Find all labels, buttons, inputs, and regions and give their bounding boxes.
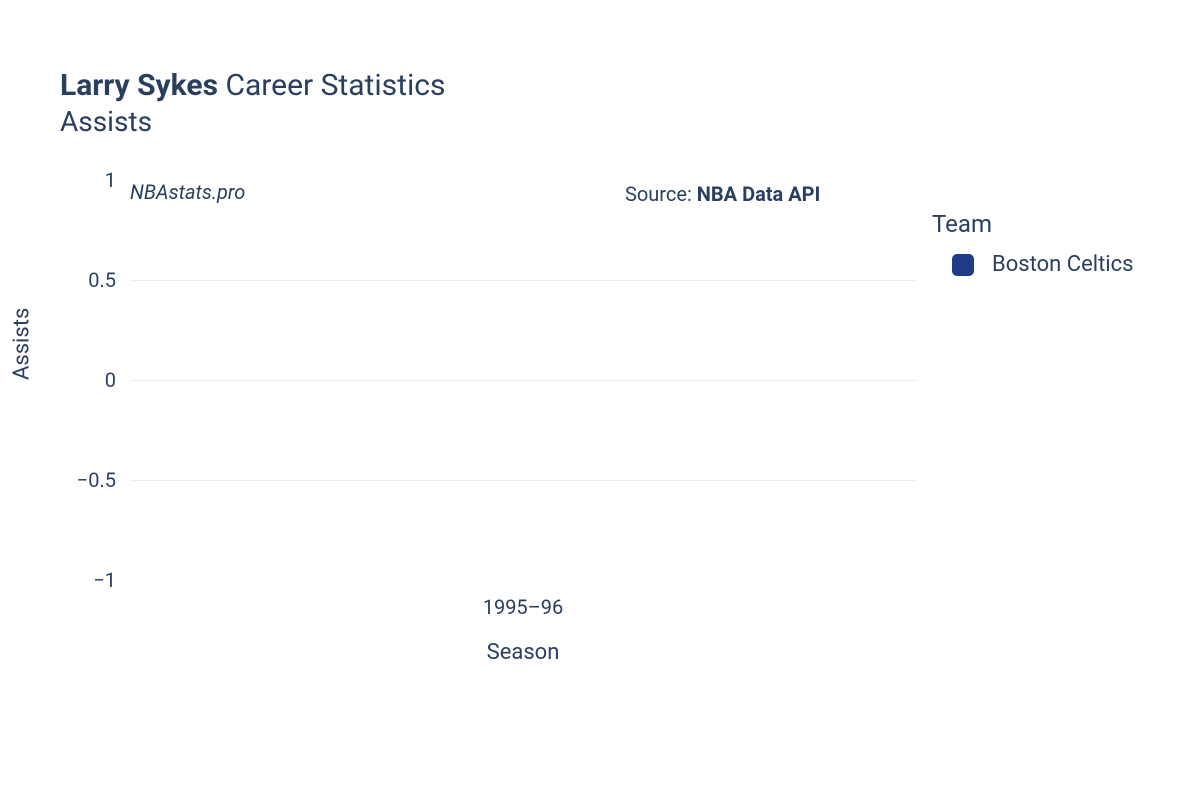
gridline xyxy=(130,280,916,281)
x-tick-label: 1995–96 xyxy=(483,595,564,619)
chart-title: Larry Sykes Career Statistics xyxy=(60,68,445,104)
y-tick-label: 1 xyxy=(56,168,116,192)
legend-label: Boston Celtics xyxy=(992,252,1134,277)
gridline xyxy=(130,380,916,381)
legend-swatch-icon xyxy=(952,254,974,276)
legend-title: Team xyxy=(932,210,1134,238)
gridline xyxy=(130,480,916,481)
y-tick-label: −0.5 xyxy=(56,468,116,492)
legend: Team Boston Celtics xyxy=(932,210,1134,277)
title-suffix: Career Statistics xyxy=(218,68,445,103)
x-axis-title: Season xyxy=(487,640,560,665)
chart-subtitle: Assists xyxy=(60,104,445,140)
legend-item[interactable]: Boston Celtics xyxy=(952,252,1134,277)
chart-title-block: Larry Sykes Career Statistics Assists xyxy=(60,68,445,140)
plot-area: 1 0.5 0 −0.5 −1 1995–96 xyxy=(130,180,916,580)
player-name: Larry Sykes xyxy=(60,68,218,103)
chart-container: Larry Sykes Career Statistics Assists NB… xyxy=(0,0,1200,800)
y-axis-title: Assists xyxy=(10,308,35,380)
y-tick-label: −1 xyxy=(56,568,116,592)
y-tick-label: 0 xyxy=(56,368,116,392)
y-tick-label: 0.5 xyxy=(56,268,116,292)
